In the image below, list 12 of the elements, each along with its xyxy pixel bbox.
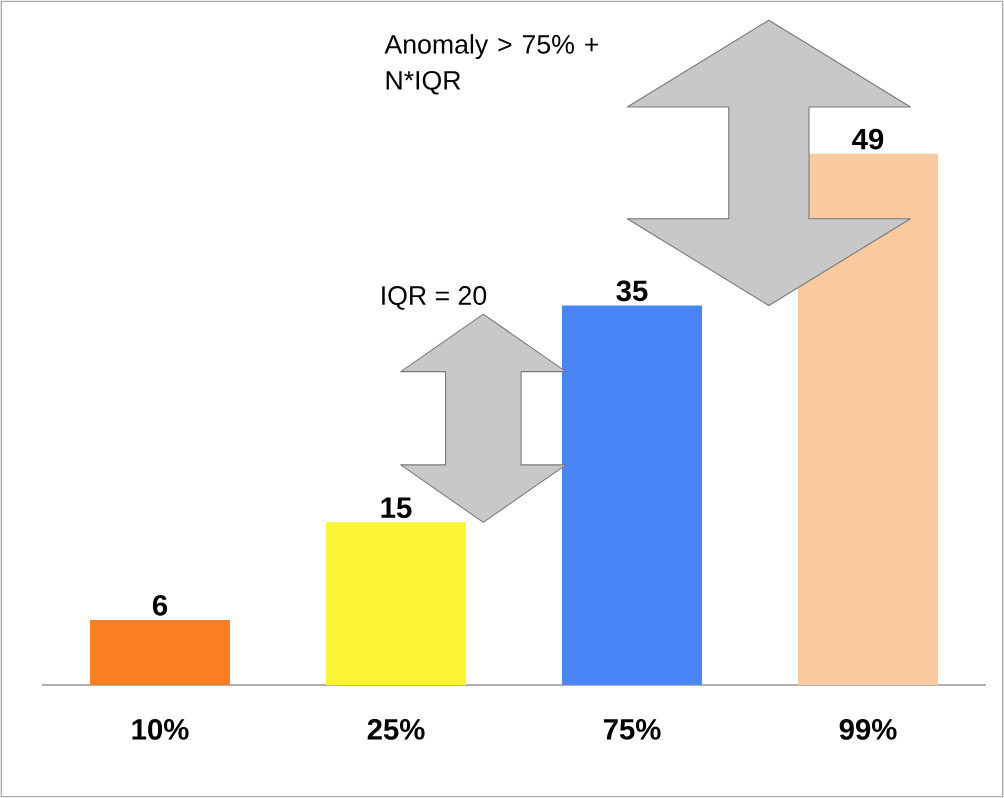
x-tick-label: 25% bbox=[367, 719, 425, 740]
bar bbox=[90, 619, 231, 685]
data-label: 49 bbox=[852, 128, 884, 150]
text: Anomaly > 75% + N*IQR bbox=[384, 34, 599, 95]
bar bbox=[326, 522, 466, 685]
x-tick-label: 75% bbox=[603, 719, 661, 740]
data-label: 35 bbox=[616, 280, 648, 302]
data-label: 6 bbox=[152, 594, 168, 616]
x-tick-label: 10% bbox=[132, 719, 189, 740]
annotation: IQR = 20 bbox=[382, 286, 487, 310]
data-label: 15 bbox=[381, 497, 412, 519]
x-tick-label: 99% bbox=[839, 719, 897, 740]
